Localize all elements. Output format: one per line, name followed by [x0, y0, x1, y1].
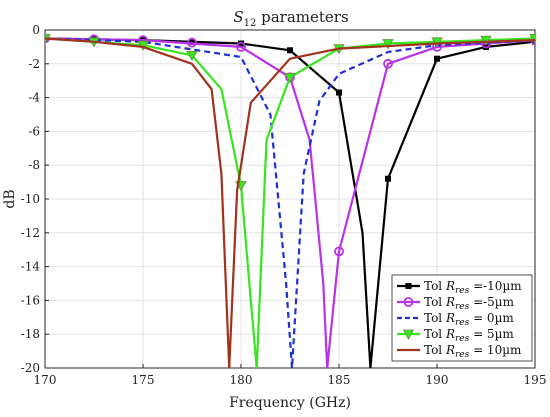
- data-point: [334, 246, 344, 257]
- x-tick-label: 185: [328, 373, 351, 387]
- legend-marker: [402, 329, 415, 340]
- data-point: [382, 39, 394, 50]
- y-tick-label: -18: [21, 327, 40, 341]
- data-point: [189, 38, 195, 45]
- data-point: [434, 55, 440, 62]
- data-point: [284, 72, 296, 84]
- x-tick-label: 180: [230, 373, 253, 387]
- legend-marker: [403, 297, 414, 307]
- legend-label: Tol Rres =-10µm: [424, 279, 522, 296]
- data-point: [383, 58, 393, 69]
- series-line: [45, 37, 535, 368]
- chart-title: S12 parameters: [233, 8, 348, 29]
- legend-marker: [405, 283, 412, 289]
- data-point: [187, 37, 197, 48]
- legend-item: Tol Rres = 0µm: [397, 311, 514, 328]
- data-point: [532, 38, 535, 45]
- y-tick-label: 0: [32, 23, 40, 37]
- legend-label: Tol Rres = 0µm: [424, 311, 514, 328]
- data-point: [236, 42, 246, 52]
- data-point: [336, 89, 342, 96]
- x-axis-ticks: 170 175 180 185 190 195: [34, 364, 547, 387]
- series-3: [45, 37, 535, 368]
- y-tick-label: -16: [21, 293, 40, 307]
- legend-label: Tol Rres = 10µm: [424, 343, 522, 360]
- data-point: [287, 47, 293, 54]
- y-tick-label: -10: [21, 192, 40, 206]
- y-tick-label: -4: [28, 91, 40, 105]
- legend-item: Tol Rres =-5µm: [397, 295, 515, 312]
- x-tick-label: 170: [34, 373, 57, 387]
- x-tick-label: 195: [524, 373, 547, 387]
- y-tick-label: -12: [21, 226, 40, 240]
- data-point: [385, 175, 391, 182]
- y-tick-label: -20: [21, 361, 40, 375]
- series-line: [45, 37, 535, 368]
- y-tick-label: -14: [21, 260, 41, 274]
- x-tick-label: 175: [132, 373, 155, 387]
- legend-item: Tol Rres =-10µm: [397, 279, 522, 296]
- series-4: [45, 34, 535, 368]
- x-axis-label: Frequency (GHz): [229, 395, 351, 411]
- y-axis-label: dB: [2, 189, 18, 208]
- series-layer: [45, 33, 535, 368]
- y-tick-label: -2: [28, 57, 40, 71]
- legend-item: Tol Rres = 5µm: [397, 327, 514, 344]
- data-point: [186, 50, 198, 62]
- series-line: [45, 37, 535, 368]
- y-tick-label: -6: [28, 124, 40, 138]
- y-axis-ticks: 0 -2 -4 -6 -8 -10 -12 -14 -16 -18 -20: [21, 23, 49, 375]
- legend-item: Tol Rres = 10µm: [397, 343, 522, 360]
- y-tick-label: -8: [28, 158, 40, 172]
- series-line: [45, 37, 535, 368]
- series-5: [45, 37, 535, 368]
- legend-label: Tol Rres = 5µm: [424, 327, 514, 344]
- legend-label: Tol Rres =-5µm: [424, 295, 515, 312]
- x-tick-label: 190: [426, 373, 449, 387]
